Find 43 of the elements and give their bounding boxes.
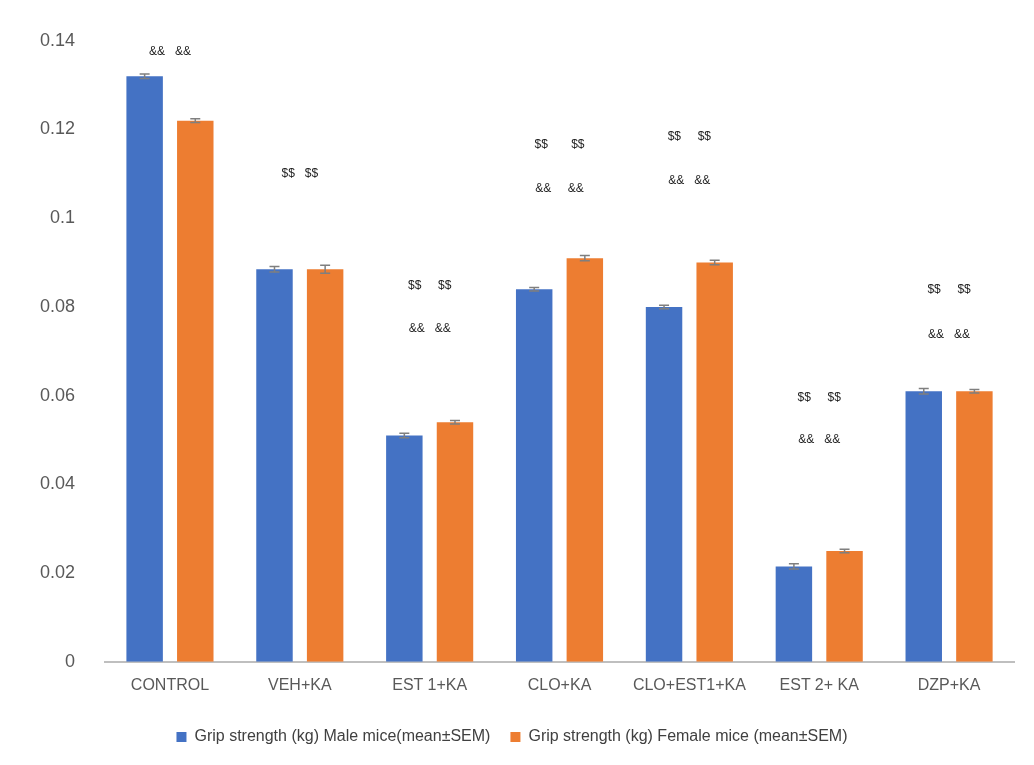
x-tick-label: EST 2+ KA — [779, 675, 860, 693]
annotation: $$ $$ — [407, 277, 452, 292]
bar — [905, 391, 942, 662]
bar — [775, 566, 813, 662]
annotation: $$ $$ — [281, 166, 319, 181]
x-tick-label: VEH+KA — [268, 675, 332, 693]
bar — [956, 391, 993, 662]
y-tick-label: 0 — [65, 650, 76, 671]
annotation: && && — [535, 180, 584, 195]
bar — [386, 435, 423, 662]
annotation: $$ $$ — [667, 129, 712, 144]
annotation: && && — [798, 432, 841, 447]
y-tick-label: 0.12 — [39, 118, 76, 139]
y-tick-label: 0.02 — [39, 562, 76, 583]
y-tick-label: 0.14 — [39, 29, 76, 50]
annotation: $$ $$ — [797, 389, 842, 404]
bar — [126, 76, 163, 662]
annotation: && && — [668, 172, 711, 187]
legend-label: Grip strength (kg) Female mice (mean±SEM) — [528, 727, 848, 745]
y-tick-label: 0.1 — [50, 207, 76, 228]
annotation: && && — [408, 321, 451, 336]
x-tick-label: DZP+KA — [917, 675, 981, 693]
bar — [645, 306, 683, 662]
annotation: $$ $$ — [927, 282, 972, 297]
bar — [256, 269, 293, 662]
bar — [515, 289, 553, 662]
bar — [566, 258, 604, 662]
bar — [177, 120, 214, 662]
y-tick-label: 0.04 — [39, 473, 76, 494]
y-tick-label: 0.06 — [39, 384, 76, 405]
annotation: && && — [148, 43, 191, 58]
x-tick-label: CONTROL — [130, 675, 210, 693]
bar — [436, 422, 474, 662]
annotation: $$ $$ — [534, 137, 585, 152]
bar — [306, 269, 344, 662]
x-tick-label: EST 1+KA — [392, 675, 468, 693]
bar — [826, 550, 863, 662]
annotation: && && — [928, 327, 971, 342]
legend-label: Grip strength (kg) Male mice(mean±SEM) — [194, 727, 491, 745]
x-tick-label: CLO+KA — [527, 675, 592, 693]
y-tick-label: 0.08 — [39, 295, 76, 316]
bar — [696, 262, 733, 662]
x-tick-label: CLO+EST1+KA — [632, 675, 747, 693]
